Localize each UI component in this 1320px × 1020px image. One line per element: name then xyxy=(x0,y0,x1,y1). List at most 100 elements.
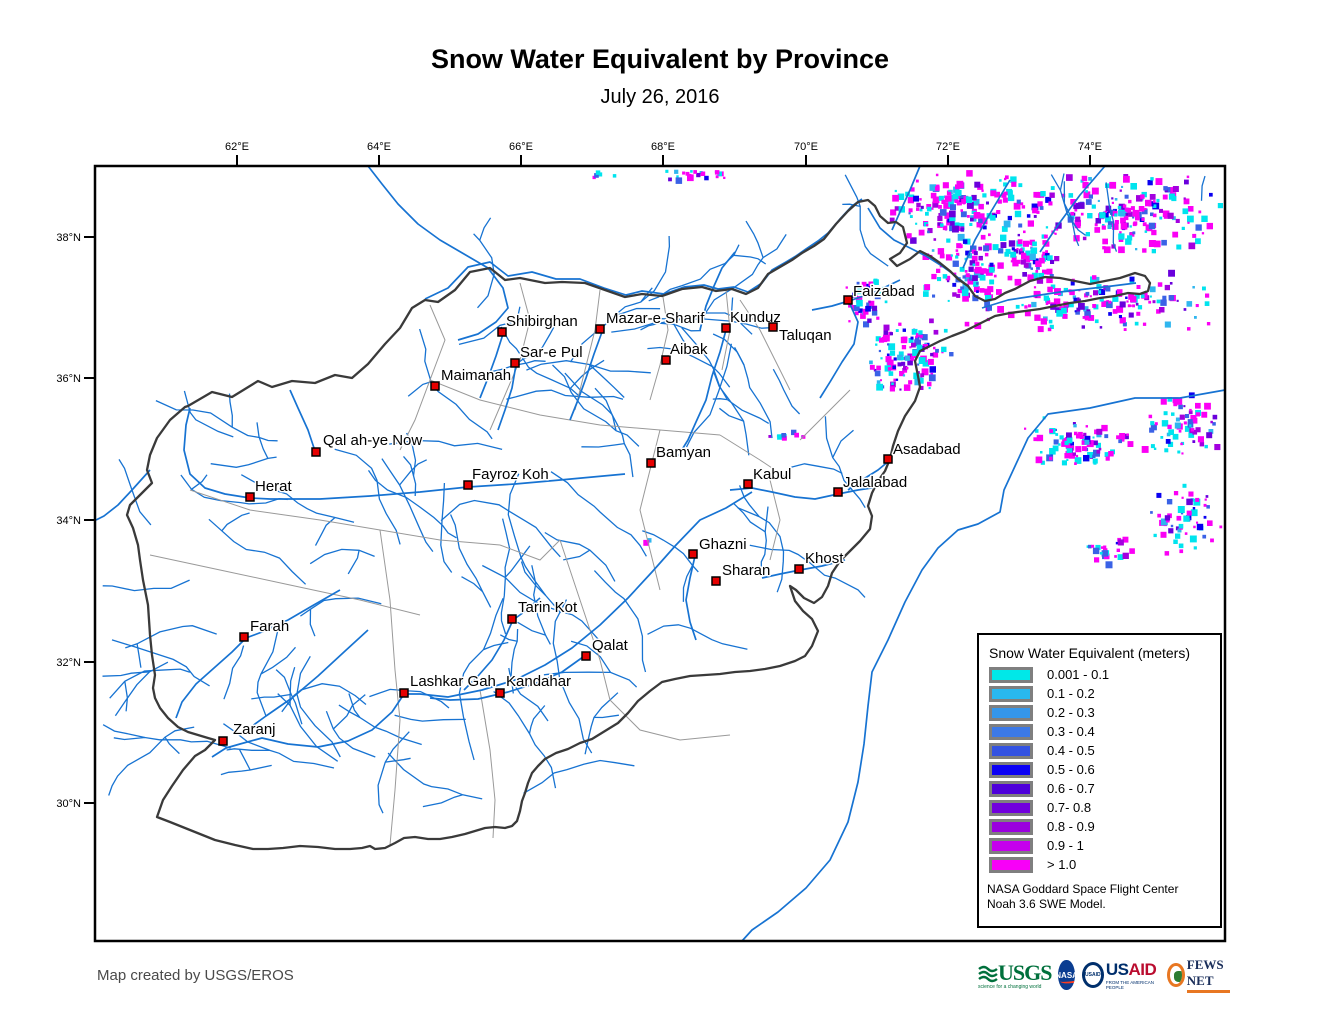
city-marker xyxy=(218,736,228,746)
city-label: Mazar-e Sharif xyxy=(606,310,705,327)
city-label: Bamyan xyxy=(656,444,711,461)
major-rivers xyxy=(95,165,1226,942)
legend-entry: 0.8 - 0.9 xyxy=(989,817,1220,836)
legend-entry: > 1.0 xyxy=(989,855,1220,874)
city-marker xyxy=(883,454,893,464)
legend-entry: 0.3 - 0.4 xyxy=(989,722,1220,741)
city-marker xyxy=(688,549,698,559)
legend-label: > 1.0 xyxy=(1047,857,1077,872)
legend-entry: 0.1 - 0.2 xyxy=(989,684,1220,703)
legend-label: 0.1 - 0.2 xyxy=(1047,686,1095,701)
usaid-seal-icon: USAID xyxy=(1081,962,1104,988)
city-label: Lashkar Gah xyxy=(410,673,496,690)
city-label: Kandahar xyxy=(506,673,571,690)
legend-swatch xyxy=(989,856,1033,873)
city-marker xyxy=(768,322,778,332)
lat-tick-label: 38°N xyxy=(56,232,81,244)
legend-swatch xyxy=(989,742,1033,759)
city-label: Shibirghan xyxy=(506,313,578,330)
city-marker xyxy=(743,479,753,489)
city-label: Tarin Kot xyxy=(518,599,578,616)
lon-tick-label: 70°E xyxy=(794,141,818,153)
city-label: Herat xyxy=(255,478,293,495)
legend-entry: 0.001 - 0.1 xyxy=(989,665,1220,684)
usgs-wave-icon xyxy=(978,965,998,983)
lat-tick-label: 36°N xyxy=(56,373,81,385)
fews-underline xyxy=(1186,990,1230,993)
legend-swatch xyxy=(989,837,1033,854)
logo-strip: USGS science for a changing world NASA U… xyxy=(978,952,1230,998)
city-marker xyxy=(711,576,721,586)
city-marker xyxy=(430,381,440,391)
city-marker xyxy=(311,447,321,457)
city-marker xyxy=(721,323,731,333)
fews-net-logo: FEWS NET xyxy=(1167,957,1230,993)
legend-title: Snow Water Equivalent (meters) xyxy=(989,645,1190,661)
legend-entry: 0.5 - 0.6 xyxy=(989,760,1220,779)
city-label: Qal ah-ye Now xyxy=(323,432,422,449)
city-marker xyxy=(245,492,255,502)
city-label: Faizabad xyxy=(853,283,915,300)
legend-label: 0.4 - 0.5 xyxy=(1047,743,1095,758)
usaid-wordmark-aid: AID xyxy=(1128,960,1157,979)
fews-globe-icon xyxy=(1167,963,1185,987)
city-marker xyxy=(495,688,505,698)
legend-note-line2: Noah 3.6 SWE Model. xyxy=(987,897,1106,911)
map-title: Snow Water Equivalent by Province xyxy=(430,44,890,74)
legend-swatch xyxy=(989,780,1033,797)
afghanistan-border xyxy=(125,198,1152,851)
city-marker xyxy=(399,688,409,698)
legend-rows: 0.001 - 0.1 0.1 - 0.2 0.2 - 0.3 0.3 - 0.4 0.… xyxy=(989,665,1220,874)
legend-swatch xyxy=(989,723,1033,740)
usgs-wordmark: USGS xyxy=(998,960,1052,985)
city-label: Asadabad xyxy=(893,441,961,458)
lat-tick-label: 34°N xyxy=(56,515,81,527)
city-label: Taluqan xyxy=(779,327,832,344)
lon-tick-label: 64°E xyxy=(367,141,391,153)
legend-label: 0.6 - 0.7 xyxy=(1047,781,1095,796)
lon-tick-label: 72°E xyxy=(936,141,960,153)
nasa-wordmark: NASA xyxy=(1058,970,1074,980)
map-credit: Map created by USGS/EROS xyxy=(97,967,294,984)
map-date: July 26, 2016 xyxy=(600,86,720,108)
city-marker xyxy=(646,458,656,468)
legend-entry: 0.6 - 0.7 xyxy=(989,779,1220,798)
legend-swatch xyxy=(989,761,1033,778)
legend-swatch xyxy=(989,704,1033,721)
usaid-logo: USAID USAID FROM THE AMERICAN PEOPLE xyxy=(1081,960,1160,990)
city-marker xyxy=(510,358,520,368)
legend-note-line1: NASA Goddard Space Flight Center xyxy=(987,882,1179,896)
legend-swatch xyxy=(989,799,1033,816)
city-marker xyxy=(497,327,507,337)
city-label: Maimanah xyxy=(441,367,511,384)
city-marker xyxy=(843,295,853,305)
legend-swatch xyxy=(989,685,1033,702)
legend-label: 0.3 - 0.4 xyxy=(1047,724,1095,739)
city-label: Khost xyxy=(805,550,844,567)
legend-entry: 0.2 - 0.3 xyxy=(989,703,1220,722)
city-marker xyxy=(239,632,249,642)
fews-wordmark: FEWS NET xyxy=(1186,957,1224,988)
lon-tick-label: 66°E xyxy=(509,141,533,153)
city-marker xyxy=(507,614,517,624)
nasa-logo: NASA xyxy=(1058,960,1075,990)
province-boundaries xyxy=(149,282,851,846)
city-marker xyxy=(794,564,804,574)
legend-label: 0.8 - 0.9 xyxy=(1047,819,1095,834)
usaid-tagline: FROM THE AMERICAN PEOPLE xyxy=(1105,980,1155,990)
city-label: Aibak xyxy=(670,341,708,358)
city-label: Zaranj xyxy=(233,721,276,738)
snow-raster xyxy=(592,169,1223,569)
city-label: Jalalabad xyxy=(843,474,907,491)
lat-tick-label: 30°N xyxy=(56,798,81,810)
city-marker xyxy=(661,355,671,365)
city-label: Farah xyxy=(250,618,289,635)
legend-label: 0.001 - 0.1 xyxy=(1047,667,1110,682)
legend-entry: 0.7- 0.8 xyxy=(989,798,1220,817)
city-marker xyxy=(833,487,843,497)
city-marker xyxy=(581,651,591,661)
city-label: Sar-e Pul xyxy=(520,344,583,361)
